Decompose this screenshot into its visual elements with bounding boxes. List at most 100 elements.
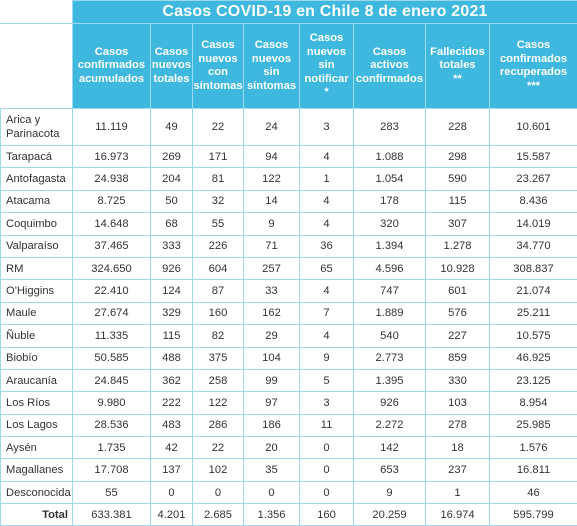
table-cell: 1.088 [354, 146, 426, 168]
total-cell: 20.259 [354, 504, 426, 526]
table-title: Casos COVID-19 en Chile 8 de enero 2021 [73, 1, 577, 24]
table-cell: 171 [193, 146, 244, 168]
table-cell: 122 [193, 392, 244, 414]
table-cell: 33 [244, 280, 300, 302]
table-cell: 36 [300, 235, 354, 257]
table-cell: 222 [151, 392, 193, 414]
table-cell: 4 [300, 213, 354, 235]
table-cell: 257 [244, 257, 300, 279]
table-cell: 237 [426, 459, 490, 481]
table-cell: 65 [300, 257, 354, 279]
table-cell: 307 [426, 213, 490, 235]
table-cell: 859 [426, 347, 490, 369]
table-cell: 14.648 [73, 213, 151, 235]
region-name: Araucanía [1, 369, 73, 391]
region-name: Valparaíso [1, 235, 73, 257]
region-name: Los Ríos [1, 392, 73, 414]
total-cell: 2.685 [193, 504, 244, 526]
col-header-fallecidos-totales: Fallecidos totales ** [426, 24, 490, 109]
table-cell: 23.267 [490, 168, 577, 190]
table-cell: 28.536 [73, 414, 151, 436]
table-cell: 8.725 [73, 190, 151, 212]
region-name: Desconocida [1, 481, 73, 503]
table-cell: 1.278 [426, 235, 490, 257]
table-cell: 50.585 [73, 347, 151, 369]
table-cell: 178 [354, 190, 426, 212]
col-header-nuevos-sin-notificar: Casos nuevos sin notificar * [300, 24, 354, 109]
table-cell: 46.925 [490, 347, 577, 369]
total-cell: 1.356 [244, 504, 300, 526]
table-cell: 42 [151, 437, 193, 459]
total-cell: 160 [300, 504, 354, 526]
table-cell: 204 [151, 168, 193, 190]
col-header-nuevos-sin-sintomas: Casos nuevos sin síntomas [244, 24, 300, 109]
total-cell: 633.381 [73, 504, 151, 526]
region-name: Magallanes [1, 459, 73, 481]
table-cell: 4 [300, 280, 354, 302]
col-header-confirmados-recuperados: Casos confirmados recuperados *** [490, 24, 577, 109]
col-header-activos-confirmados: Casos activos confirmados [354, 24, 426, 109]
col-header-confirmados-acumulados: Casos confirmados acumulados [73, 24, 151, 109]
table-cell: 17.708 [73, 459, 151, 481]
table-cell: 4 [300, 146, 354, 168]
table-cell: 601 [426, 280, 490, 302]
table-cell: 9.980 [73, 392, 151, 414]
table-cell: 1.054 [354, 168, 426, 190]
table-cell: 747 [354, 280, 426, 302]
column-header-row: Casos confirmados acumulados Casos nuevo… [1, 24, 577, 109]
table-cell: 330 [426, 369, 490, 391]
table-cell: 103 [426, 392, 490, 414]
region-name: O'Higgins [1, 280, 73, 302]
table-cell: 94 [244, 146, 300, 168]
table-cell: 24.845 [73, 369, 151, 391]
table-cell: 4 [300, 190, 354, 212]
table-cell: 11.119 [73, 109, 151, 146]
table-cell: 10.601 [490, 109, 577, 146]
table-cell: 87 [193, 280, 244, 302]
table-cell: 653 [354, 459, 426, 481]
table-cell: 926 [151, 257, 193, 279]
table-cell: 20 [244, 437, 300, 459]
table-cell: 27.674 [73, 302, 151, 324]
region-name: Aysén [1, 437, 73, 459]
table-cell: 1.576 [490, 437, 577, 459]
table-cell: 24 [244, 109, 300, 146]
table-cell: 82 [193, 325, 244, 347]
table-cell: 21.074 [490, 280, 577, 302]
table-cell: 0 [193, 481, 244, 503]
table-cell: 15.587 [490, 146, 577, 168]
table-cell: 142 [354, 437, 426, 459]
table-cell: 1.395 [354, 369, 426, 391]
table-cell: 2.272 [354, 414, 426, 436]
table-cell: 14 [244, 190, 300, 212]
total-cell: 16.974 [426, 504, 490, 526]
table-cell: 488 [151, 347, 193, 369]
table-cell: 0 [244, 481, 300, 503]
table-cell: 16.811 [490, 459, 577, 481]
region-name: Antofagasta [1, 168, 73, 190]
table-cell: 540 [354, 325, 426, 347]
region-name: RM [1, 257, 73, 279]
table-cell: 227 [426, 325, 490, 347]
table-cell: 324.650 [73, 257, 151, 279]
table-cell: 1.889 [354, 302, 426, 324]
table-cell: 49 [151, 109, 193, 146]
table-cell: 11.335 [73, 325, 151, 347]
table-cell: 333 [151, 235, 193, 257]
table-cell: 34.770 [490, 235, 577, 257]
table-cell: 4 [300, 325, 354, 347]
table-cell: 115 [151, 325, 193, 347]
table-cell: 258 [193, 369, 244, 391]
table-cell: 9 [300, 347, 354, 369]
